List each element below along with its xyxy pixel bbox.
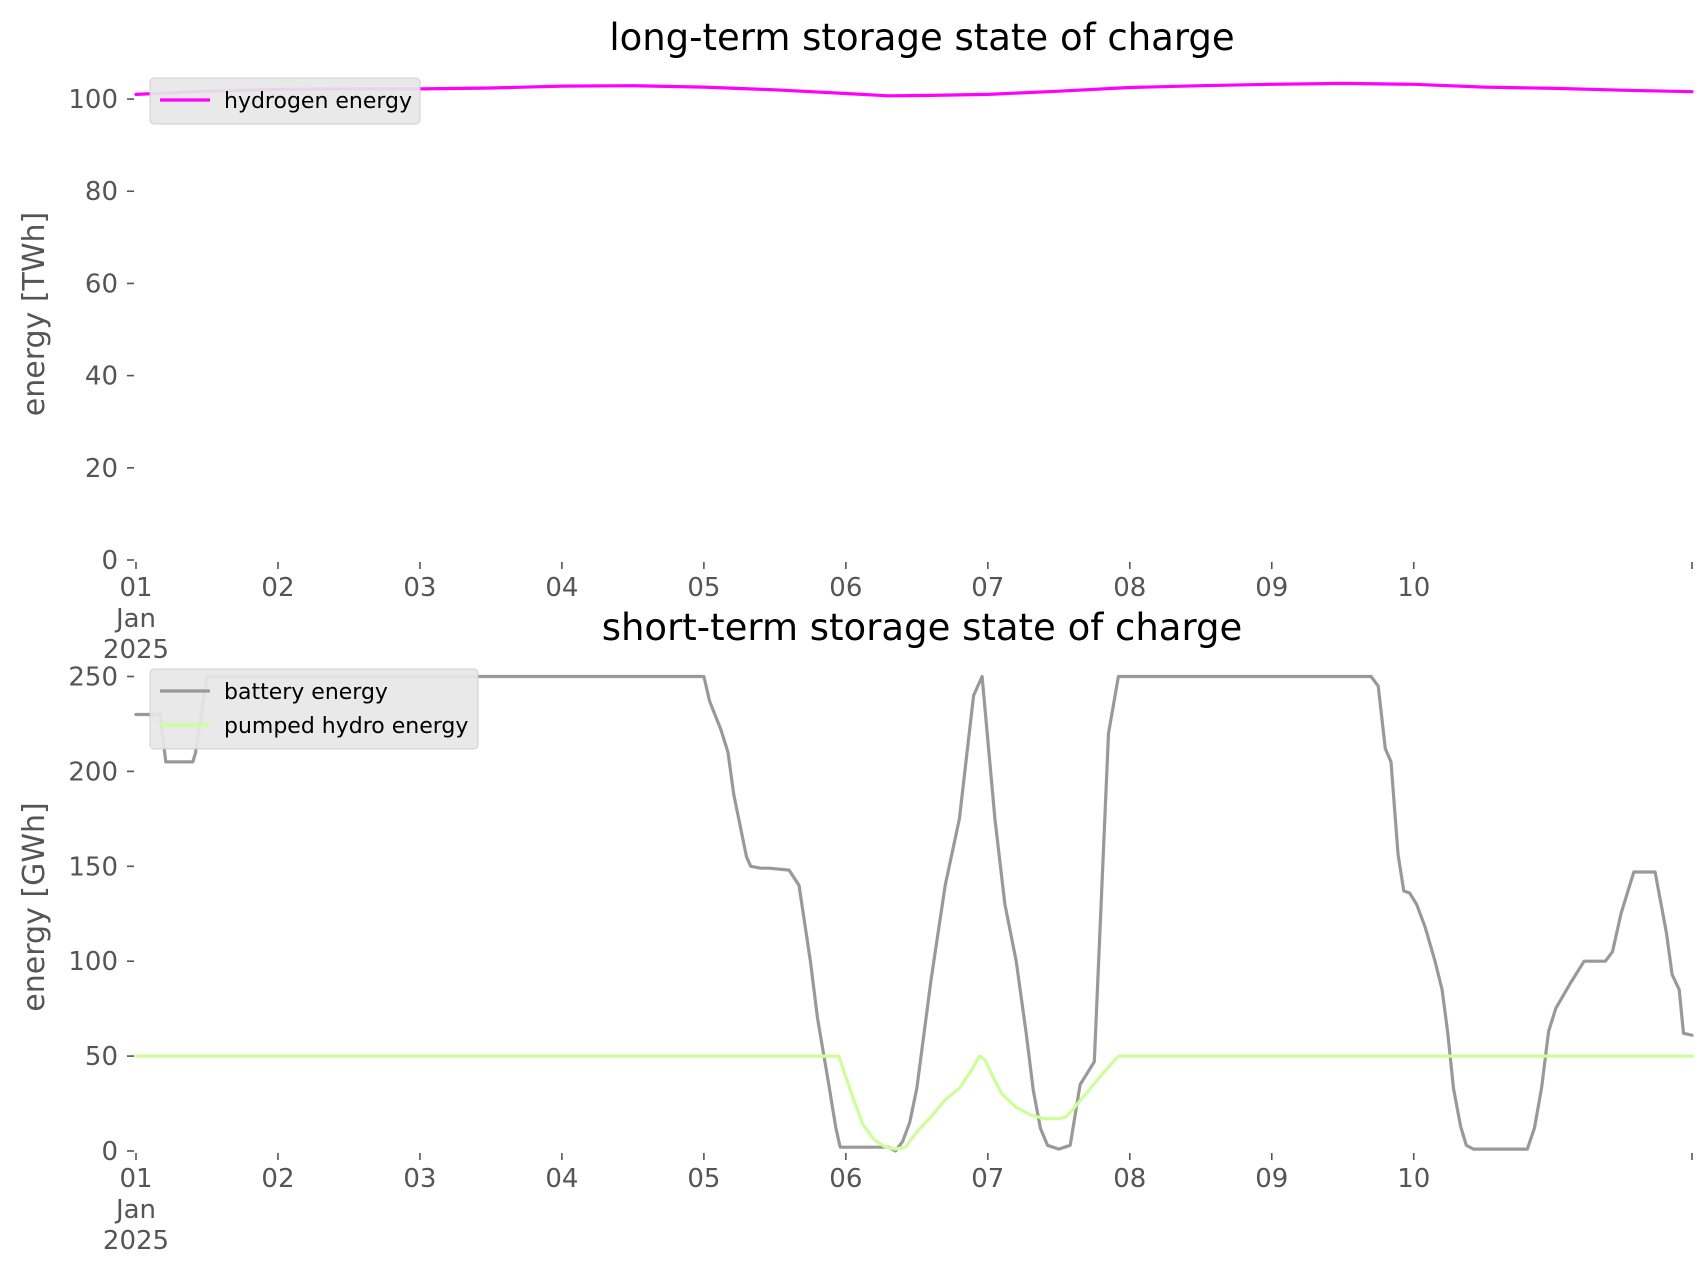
y-tick-label: 0 bbox=[101, 546, 118, 576]
legend-box bbox=[149, 77, 421, 125]
y-axis-label: energy [TWh] bbox=[17, 212, 52, 416]
x-tick-label-line: 02 bbox=[261, 573, 294, 603]
y-tick-label: 100 bbox=[68, 85, 118, 115]
x-tick-label: 01 Jan 2025 bbox=[103, 1164, 169, 1256]
x-tick-label: 03 bbox=[403, 573, 436, 603]
x-tick-label-line: 06 bbox=[829, 1164, 862, 1194]
legend: hydrogen energy bbox=[149, 77, 421, 125]
legend-entry: hydrogen energy bbox=[224, 89, 412, 114]
y-tick-label: 200 bbox=[68, 757, 118, 787]
x-tick-label-line: 05 bbox=[687, 1164, 720, 1194]
short-term-storage-panel: short-term storage state of charge energy… bbox=[17, 606, 1694, 1256]
x-tick-label-line: 10 bbox=[1397, 1164, 1430, 1194]
x-tick-label-line: Jan bbox=[114, 604, 156, 634]
x-tick-label: 08 bbox=[1113, 573, 1146, 603]
x-tick-label: 01 Jan 2025 bbox=[103, 573, 169, 665]
x-tick-label-line: 01 bbox=[119, 573, 152, 603]
legend: battery energy pumped hydro energy bbox=[149, 668, 479, 750]
x-tick-label: 04 bbox=[545, 1164, 578, 1194]
x-tick-label-line: 04 bbox=[545, 573, 578, 603]
x-tick-label-line: 06 bbox=[829, 573, 862, 603]
legend-entry: battery energy bbox=[224, 680, 388, 705]
x-tick-label: 10 bbox=[1397, 573, 1430, 603]
legend-box bbox=[149, 668, 479, 750]
x-tick-label-line: 2025 bbox=[103, 635, 169, 665]
x-tick-label: 03 bbox=[403, 1164, 436, 1194]
x-tick-label-line: 07 bbox=[971, 573, 1004, 603]
x-tick-label-line: Jan bbox=[114, 1195, 156, 1225]
x-tick-label: 05 bbox=[687, 573, 720, 603]
chart-title: short-term storage state of charge bbox=[602, 606, 1243, 649]
y-axis-label: energy [GWh] bbox=[17, 802, 52, 1011]
x-tick-label: 02 bbox=[261, 1164, 294, 1194]
x-tick-label: 06 bbox=[829, 573, 862, 603]
y-tick-label: 80 bbox=[85, 177, 118, 207]
x-tick-label: 07 bbox=[971, 573, 1004, 603]
legend-entry: pumped hydro energy bbox=[224, 714, 468, 739]
x-tick-label-line: 08 bbox=[1113, 573, 1146, 603]
x-tick-label: 10 bbox=[1397, 1164, 1430, 1194]
x-tick-label: 09 bbox=[1255, 573, 1288, 603]
x-tick-label-line: 03 bbox=[403, 573, 436, 603]
y-tick-label: 0 bbox=[101, 1137, 118, 1167]
x-tick-label-line: 09 bbox=[1255, 573, 1288, 603]
y-tick-label: 40 bbox=[85, 362, 118, 392]
long-term-storage-panel: long-term storage state of charge energy … bbox=[17, 16, 1694, 665]
chart-title: long-term storage state of charge bbox=[609, 16, 1234, 59]
x-tick-label-line: 05 bbox=[687, 573, 720, 603]
x-tick-label-line: 10 bbox=[1397, 573, 1430, 603]
x-tick-label-line: 02 bbox=[261, 1164, 294, 1194]
x-tick-label: 08 bbox=[1113, 1164, 1146, 1194]
y-tick-label: 60 bbox=[85, 269, 118, 299]
x-tick-label-line: 04 bbox=[545, 1164, 578, 1194]
y-tick-label: 250 bbox=[68, 662, 118, 692]
x-tick-label-line: 08 bbox=[1113, 1164, 1146, 1194]
series-line-pumped-hydro-energy bbox=[134, 1054, 1694, 1151]
x-tick-label-line: 2025 bbox=[103, 1226, 169, 1256]
y-tick-label: 50 bbox=[85, 1042, 118, 1072]
x-tick-label: 09 bbox=[1255, 1164, 1288, 1194]
y-tick-label: 150 bbox=[68, 852, 118, 882]
x-tick-label-line: 09 bbox=[1255, 1164, 1288, 1194]
x-tick-label: 07 bbox=[971, 1164, 1004, 1194]
x-tick-label: 04 bbox=[545, 573, 578, 603]
x-tick-label-line: 01 bbox=[119, 1164, 152, 1194]
x-tick-label: 06 bbox=[829, 1164, 862, 1194]
x-tick-label: 05 bbox=[687, 1164, 720, 1194]
y-tick-label: 20 bbox=[85, 454, 118, 484]
x-tick-label-line: 07 bbox=[971, 1164, 1004, 1194]
series-line-battery-energy bbox=[134, 674, 1694, 1153]
y-tick-label: 100 bbox=[68, 947, 118, 977]
x-tick-label: 02 bbox=[261, 573, 294, 603]
x-tick-label-line: 03 bbox=[403, 1164, 436, 1194]
